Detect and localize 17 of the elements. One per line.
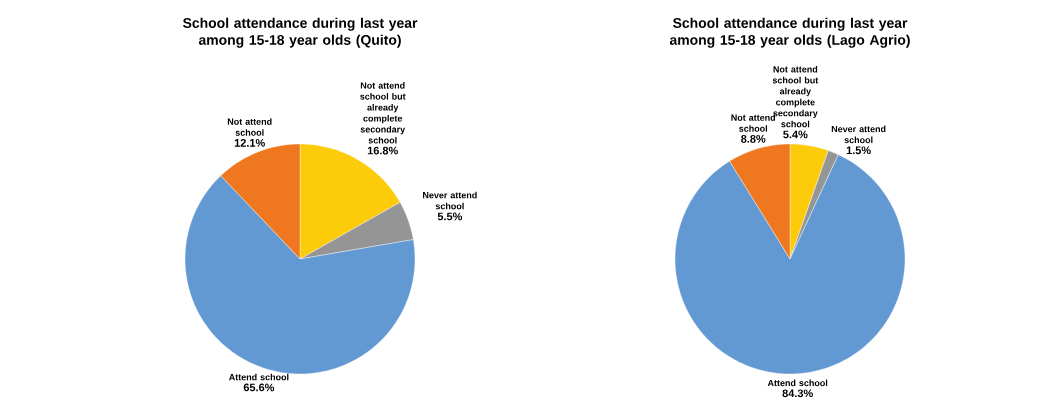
data-label: 84.3%: [782, 389, 813, 398]
slice-label: Not attend school: [731, 114, 776, 132]
data-label: 12.1%: [234, 139, 265, 147]
slice-label: Not attend school: [227, 118, 272, 136]
slice-label: Never attend school: [423, 191, 477, 210]
data-label: 65.6%: [243, 383, 275, 392]
slice-label: Never attend school: [831, 125, 886, 144]
data-label: 1.5%: [846, 146, 871, 155]
slice-label: Attend school: [767, 379, 828, 387]
slice-label: Attend school: [228, 373, 289, 381]
chart-title: School attendance during last year among 15-18 year olds (Lago Agrio): [669, 17, 910, 48]
chart-title: School attendance during last year among 15-18 year olds (Quito): [182, 17, 418, 48]
data-label: 16.8%: [367, 146, 398, 155]
data-label: 5.5%: [437, 212, 463, 221]
data-label: 8.8%: [741, 134, 766, 143]
data-label: 5.4%: [783, 130, 808, 139]
slice-label: Not attend school but already complete secondary school: [360, 82, 406, 144]
